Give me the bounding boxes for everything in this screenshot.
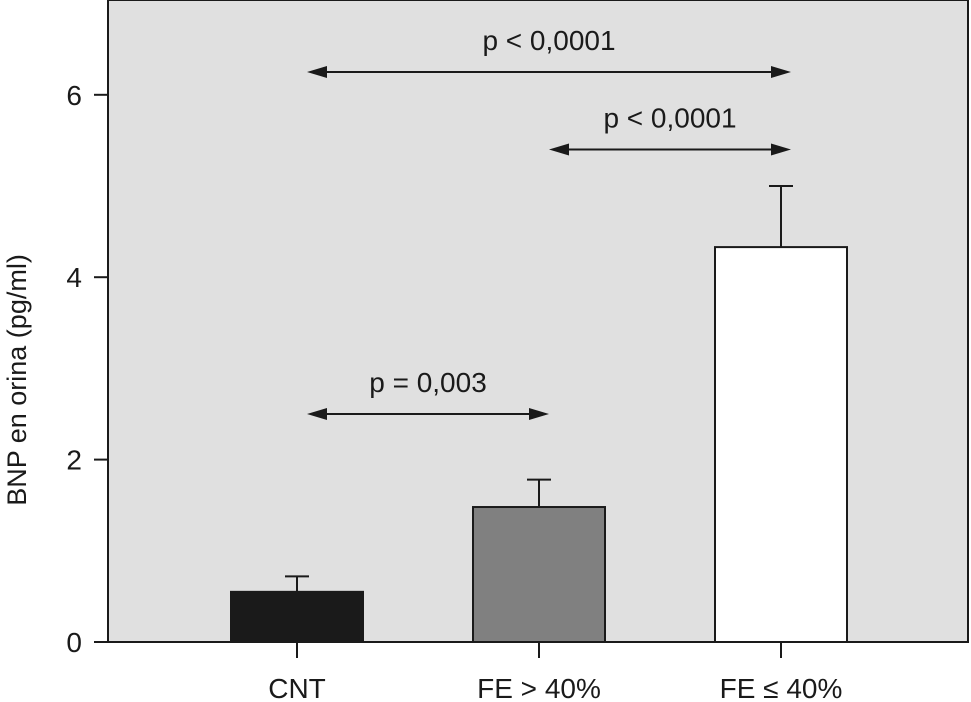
y-axis-label: BNP en orina (pg/ml)	[2, 254, 32, 506]
significance-layer: p = 0,003 p < 0,0001 p < 0,0001	[307, 25, 791, 420]
bar-2	[714, 246, 848, 643]
y-tick-label-6: 6	[66, 80, 82, 111]
comparison-label-0: p = 0,003	[369, 367, 487, 398]
y-tick-label-2: 2	[66, 445, 82, 476]
bar-1	[472, 506, 606, 643]
comparison-arrow-right-2	[771, 66, 791, 78]
y-axis: 0 2 4 6	[66, 80, 108, 658]
y-tick-label-4: 4	[66, 262, 82, 293]
x-tick-label-1: FE > 40%	[477, 673, 601, 702]
x-tick-label-2: FE ≤ 40%	[720, 673, 843, 702]
comparison-arrow-left-0	[307, 408, 327, 420]
comparison-arrow-right-0	[529, 408, 549, 420]
comparison-arrow-left-2	[307, 66, 327, 78]
comparison-label-1: p < 0,0001	[603, 103, 736, 134]
error-bars-layer	[285, 185, 793, 592]
bar-0	[230, 590, 364, 644]
x-tick-label-0: CNT	[268, 673, 326, 702]
comparison-arrow-left-1	[549, 143, 569, 156]
x-axis: CNT FE > 40% FE ≤ 40%	[268, 642, 842, 702]
y-tick-label-0: 0	[66, 627, 82, 658]
comparison-label-2: p < 0,0001	[482, 25, 615, 56]
comparison-arrow-right-1	[771, 143, 791, 156]
